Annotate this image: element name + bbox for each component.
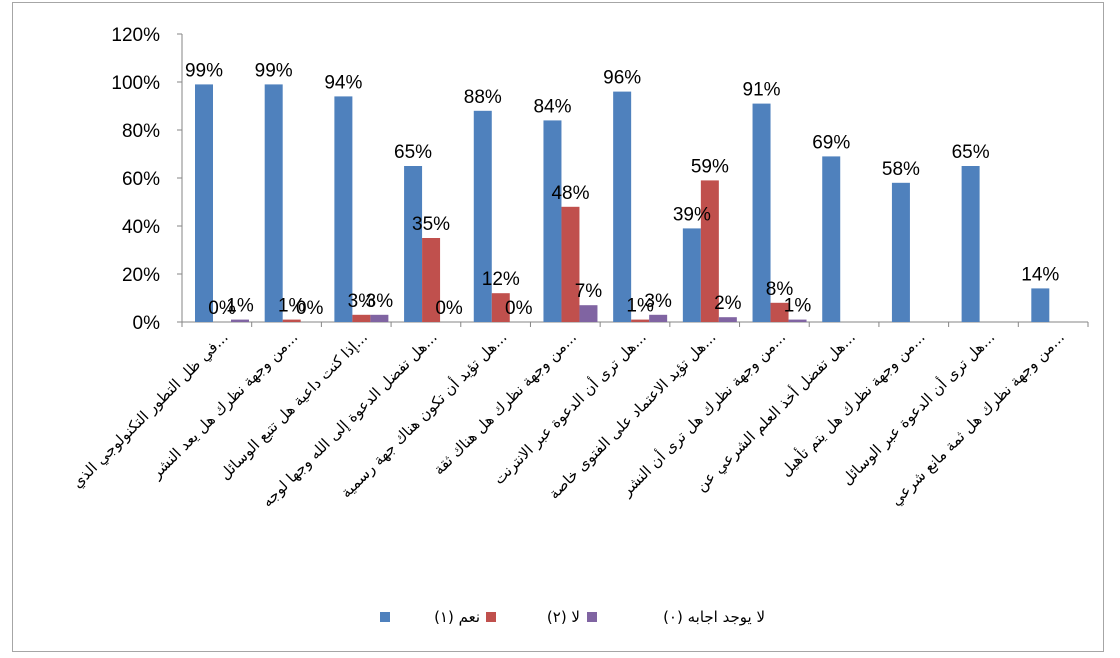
bar (334, 96, 353, 323)
legend-swatch (380, 612, 390, 622)
bar (1031, 288, 1050, 322)
bar (682, 228, 701, 322)
y-tick-label: 20% (122, 265, 160, 286)
bar (579, 305, 598, 322)
data-label: 0% (435, 298, 463, 319)
bar (649, 314, 668, 322)
data-label: 39% (673, 204, 711, 225)
data-label: 14% (1021, 264, 1059, 285)
bar (631, 319, 650, 322)
data-label: 2% (714, 293, 742, 314)
data-label: 59% (691, 156, 729, 177)
legend-label: نعم (١) (434, 608, 480, 626)
data-label: 88% (464, 87, 502, 108)
data-label: 3% (348, 291, 376, 312)
y-tick-label: 40% (122, 217, 160, 238)
data-label: 1% (784, 296, 812, 317)
chart-frame (12, 2, 1104, 652)
bar (561, 206, 580, 322)
category-label: من وجهة نظرك هل يعد النشر... (147, 328, 302, 483)
bar (770, 302, 789, 322)
bar (613, 91, 632, 322)
y-tick-label: 0% (133, 313, 161, 334)
bar (752, 103, 771, 322)
y-tick-label: 80% (122, 121, 160, 142)
bar (231, 319, 249, 322)
category-label: من وجهة نظرك هل يتم تأهيل... (775, 327, 928, 480)
category-label: من وجهة نظرك هل هناك ثقة... (430, 328, 580, 478)
y-tick-label: 120% (111, 25, 160, 46)
data-label: 94% (324, 72, 362, 93)
bar (195, 84, 213, 323)
bar (352, 314, 371, 322)
data-label: 0% (296, 298, 324, 319)
legend-swatch (587, 612, 597, 622)
bar (718, 317, 737, 322)
bar (491, 293, 510, 322)
data-label: 91% (743, 80, 781, 101)
data-label: 3% (366, 291, 394, 312)
data-label: 69% (812, 132, 850, 153)
bar (370, 314, 389, 322)
data-label: 7% (575, 281, 603, 302)
data-label: 99% (255, 60, 293, 81)
legend-label: لا (٢) (547, 608, 580, 626)
bar (788, 319, 807, 322)
bar (264, 84, 283, 323)
data-label: 35% (412, 214, 450, 235)
data-label: 65% (394, 142, 432, 163)
bar (961, 166, 980, 322)
bar (404, 166, 423, 322)
data-label: 1% (226, 296, 254, 317)
bar (891, 182, 910, 322)
legend-label: لا يوجد اجابه (٠) (663, 608, 765, 626)
y-tick-label: 60% (122, 169, 160, 190)
data-label: 96% (603, 68, 641, 89)
bar (473, 110, 492, 322)
data-label: 65% (952, 142, 990, 163)
data-label: 48% (551, 183, 589, 204)
category-label: إذا كنت داعية هل تتبع الوسائل... (216, 328, 371, 483)
data-label: 58% (882, 159, 920, 180)
data-label: 99% (185, 60, 223, 81)
bar (822, 156, 841, 322)
data-label: 1% (278, 296, 306, 317)
data-label: 84% (533, 96, 571, 117)
y-tick-label: 100% (111, 73, 160, 94)
bar (543, 120, 562, 323)
data-label: 0% (505, 298, 533, 319)
data-label: 3% (644, 291, 672, 312)
bar (282, 319, 301, 322)
bar (422, 238, 441, 322)
legend-swatch (486, 612, 496, 622)
data-label: 1% (626, 296, 654, 317)
data-label: 12% (482, 269, 520, 290)
bar (700, 180, 719, 322)
data-label: 8% (766, 279, 794, 300)
data-label: 0% (208, 298, 236, 319)
